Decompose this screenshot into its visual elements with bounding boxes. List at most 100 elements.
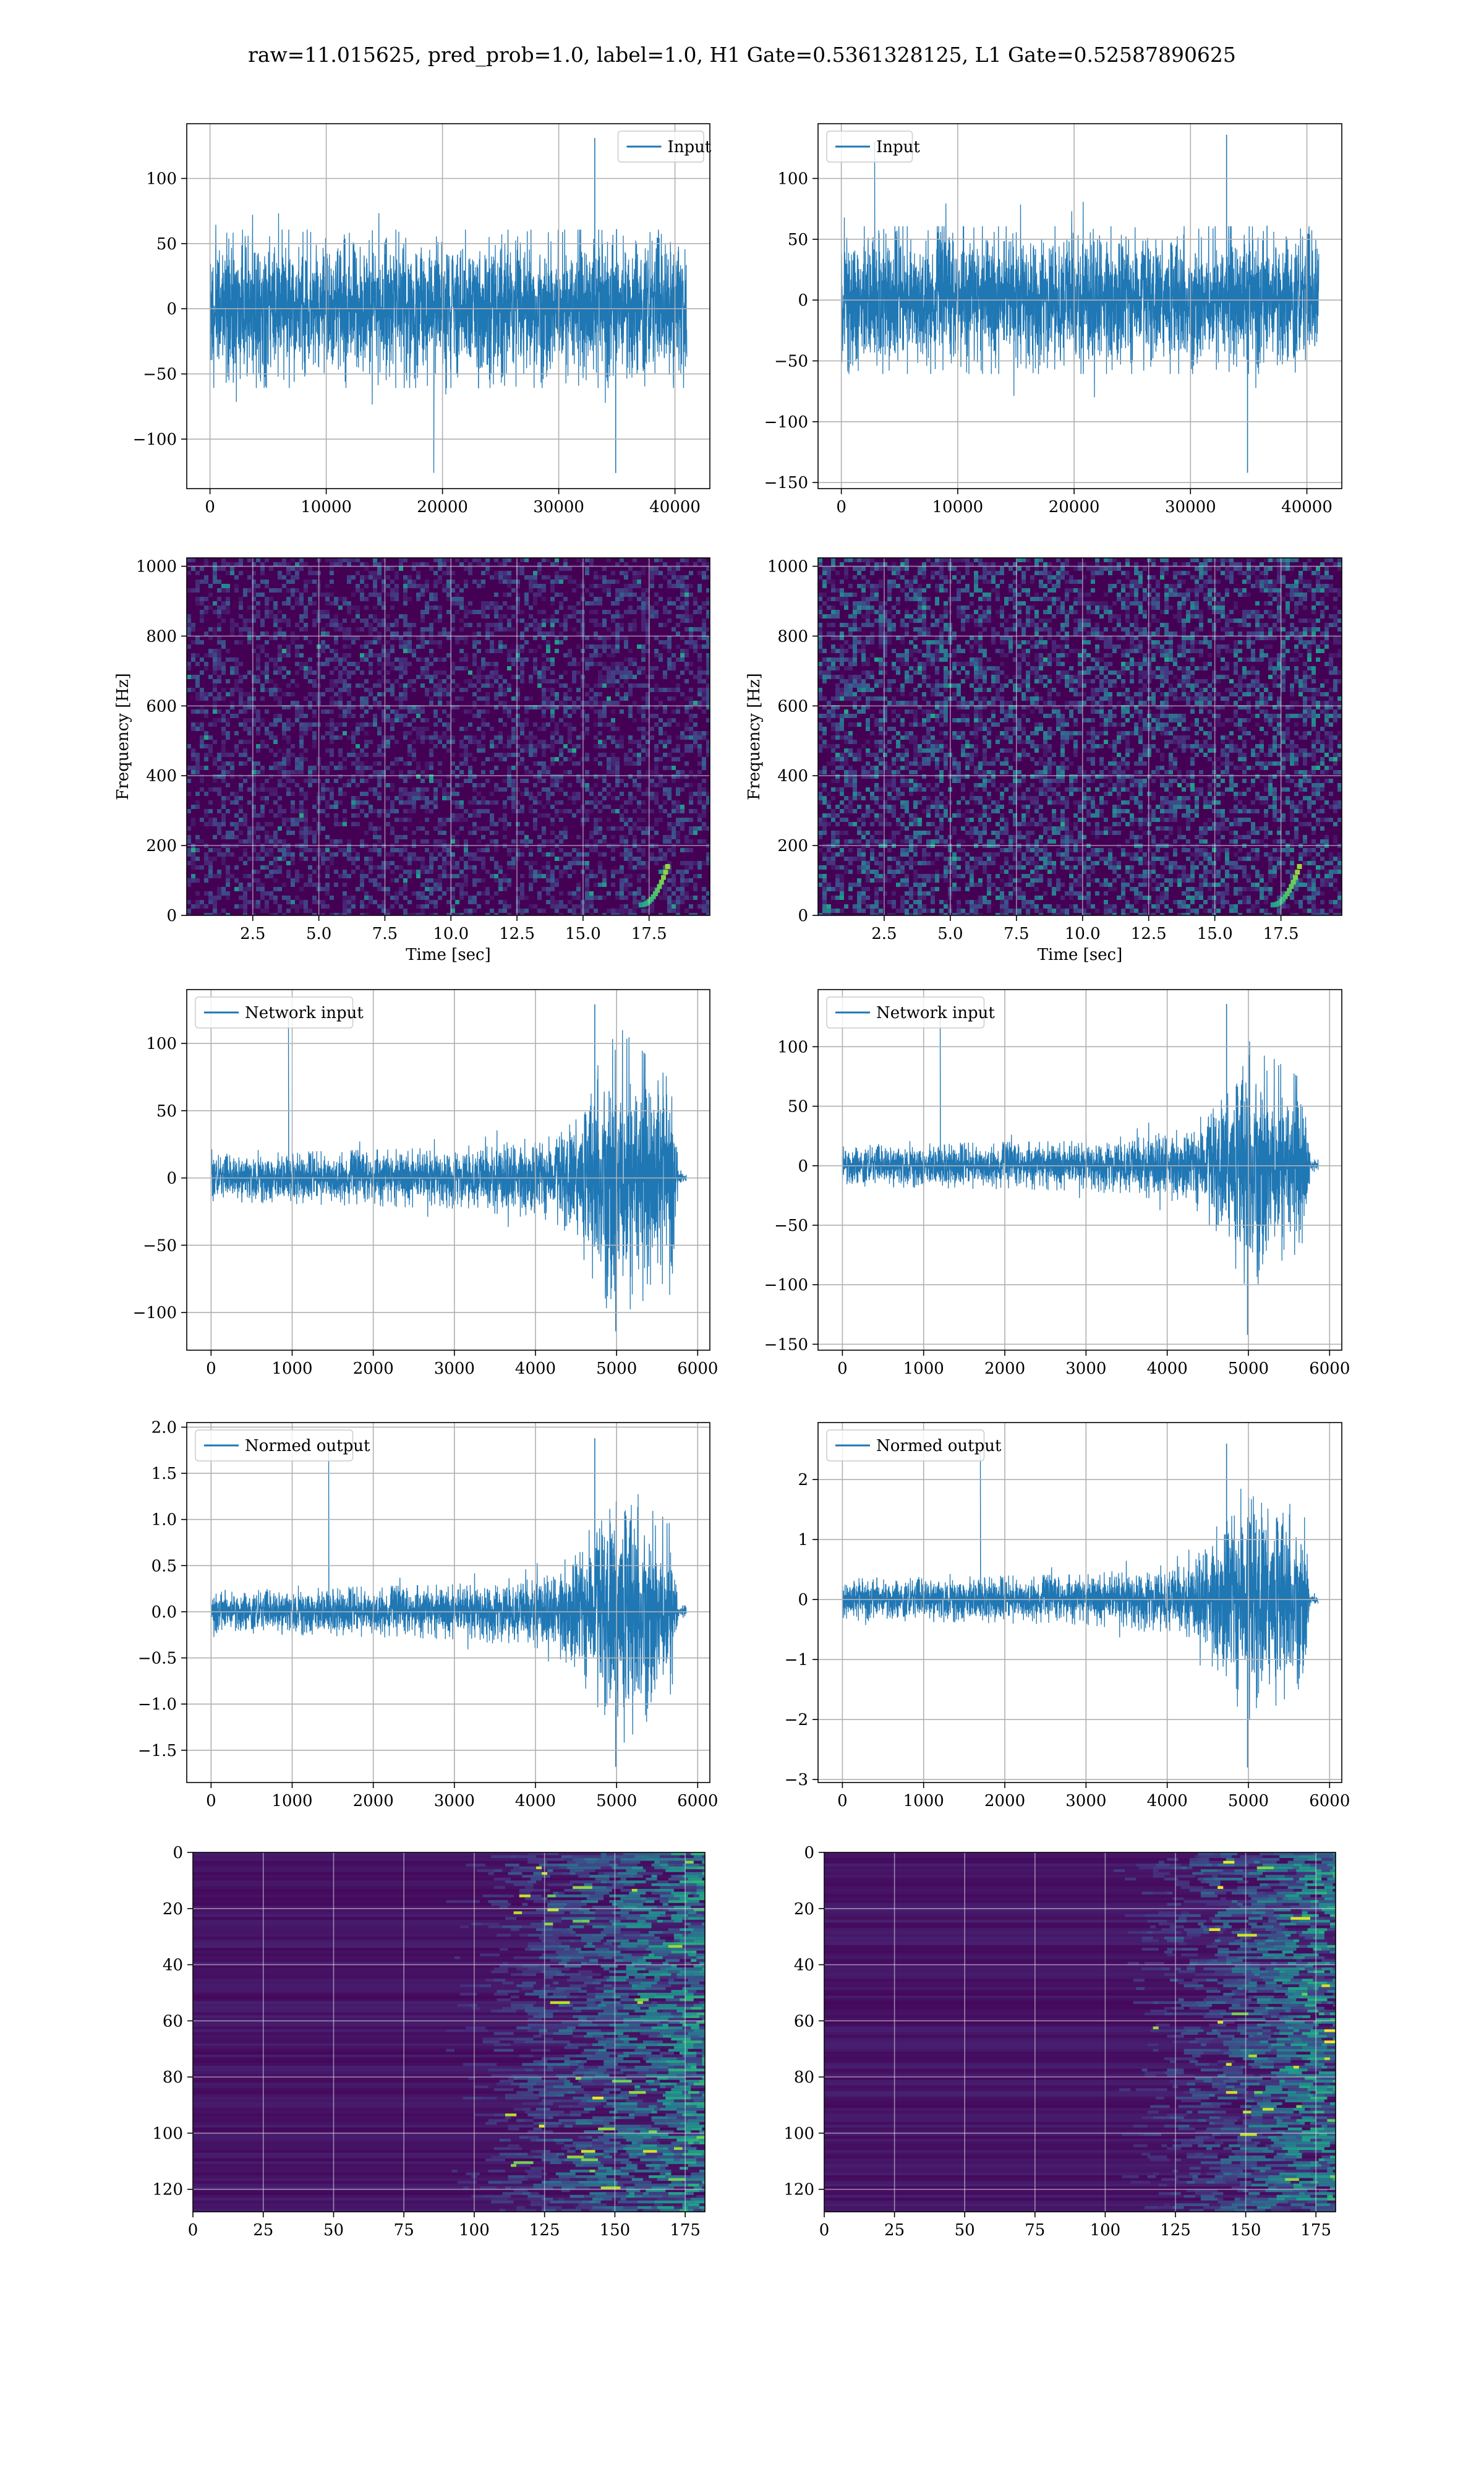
spectrogram-cell <box>615 623 620 627</box>
spectrogram-cell <box>356 753 360 757</box>
spectrogram-cell <box>1156 580 1160 584</box>
spectrogram-cell <box>416 597 420 601</box>
spectrogram-cell <box>594 826 598 831</box>
spectrogram-cell <box>200 779 204 783</box>
spectrogram-cell <box>377 679 382 683</box>
spectrogram-cell <box>654 683 659 688</box>
spectrogram-cell <box>286 900 291 904</box>
spectrogram-cell <box>260 766 265 770</box>
spectrogram-cell <box>939 558 944 562</box>
spectrogram-cell <box>291 692 295 696</box>
spectrogram-cell <box>472 813 477 818</box>
spectrogram-cell <box>939 567 944 571</box>
spectrogram-cell <box>529 675 533 679</box>
spectrogram-cell <box>550 900 555 904</box>
spectrogram-cell <box>689 818 693 822</box>
spectrogram-cell <box>412 792 416 796</box>
spectrogram-cell <box>905 571 909 575</box>
spectrogram-cell <box>494 692 498 696</box>
spectrogram-cell <box>572 857 576 861</box>
spectrogram-cell <box>308 571 312 575</box>
spectrogram-cell <box>243 727 247 731</box>
spectrogram-cell <box>555 900 559 904</box>
spectrogram-cell <box>524 657 529 662</box>
spectrogram-cell <box>559 718 563 722</box>
spectrogram-cell <box>680 818 684 822</box>
spectrogram-cell <box>247 900 252 904</box>
spectrogram-cell <box>667 649 672 653</box>
spectrogram-cell <box>399 874 403 878</box>
spectrogram-cell <box>633 839 637 844</box>
spectrogram-cell <box>382 606 386 610</box>
spectrogram-cell <box>386 567 390 571</box>
spectrogram-cell <box>529 874 533 878</box>
spectrogram-cell <box>706 909 710 913</box>
spectrogram-cell <box>650 580 654 584</box>
spectrogram-cell <box>282 631 286 636</box>
spectrogram-cell <box>295 874 299 878</box>
spectrogram-cell <box>351 558 356 562</box>
spectrogram-cell <box>598 883 602 887</box>
spectrogram-cell <box>364 779 369 783</box>
spectrogram-cell <box>620 662 624 666</box>
spectrogram-cell <box>477 839 481 844</box>
spectrogram-cell <box>1078 567 1082 571</box>
spectrogram-cell <box>195 601 200 606</box>
spectrogram-cell <box>295 670 299 675</box>
spectrogram-cell <box>641 567 646 571</box>
spectrogram-cell <box>663 896 667 900</box>
spectrogram-cell <box>646 705 650 709</box>
spectrogram-cell <box>641 852 646 857</box>
spectrogram-cell <box>247 774 252 779</box>
spectrogram-cell <box>650 735 654 740</box>
spectrogram-cell <box>520 839 524 844</box>
y-tick-label: 100 <box>777 170 808 189</box>
chirp-trace <box>663 870 668 875</box>
spectrogram-cell <box>697 761 702 766</box>
spectrogram-cell <box>1069 580 1073 584</box>
spectrogram-cell <box>633 584 637 588</box>
spectrogram-cell <box>589 584 594 588</box>
spectrogram-cell <box>706 731 710 735</box>
spectrogram-cell <box>278 857 282 861</box>
spectrogram-cell <box>650 900 654 904</box>
spectrogram-cell <box>689 636 693 640</box>
spectrogram-cell <box>620 666 624 670</box>
spectrogram-cell <box>537 870 542 874</box>
spectrogram-cell <box>568 649 572 653</box>
spectrogram-cell <box>680 787 684 792</box>
spectrogram-cell <box>641 593 646 597</box>
spectrogram-cell <box>221 644 226 649</box>
spectrogram-cell <box>256 727 260 731</box>
spectrogram-cell <box>459 688 464 692</box>
spectrogram-cell <box>299 709 304 714</box>
spectrogram-cell <box>252 709 256 714</box>
spectrogram-cell <box>611 601 615 606</box>
spectrogram-cell <box>646 623 650 627</box>
spectrogram-cell <box>494 783 498 787</box>
spectrogram-cell <box>1065 588 1069 593</box>
spectrogram-cell <box>1056 584 1060 588</box>
spectrogram-cell <box>226 848 230 852</box>
spectrogram-cell <box>498 606 503 610</box>
spectrogram-cell <box>1264 571 1268 575</box>
spectrogram-cell <box>191 688 195 692</box>
spectrogram-cell <box>273 865 278 870</box>
spectrogram-cell <box>477 580 481 584</box>
spectrogram-cell <box>697 826 702 831</box>
spectrogram-cell <box>208 848 213 852</box>
spectrogram-cell <box>282 852 286 857</box>
spectrogram-cell <box>234 800 239 805</box>
spectrogram-cell <box>650 779 654 783</box>
spectrogram-cell <box>321 614 325 618</box>
spectrogram-cell <box>295 822 299 826</box>
spectrogram-cell <box>477 675 481 679</box>
spectrogram-cell <box>394 848 399 852</box>
spectrogram-cell <box>633 683 637 688</box>
spectrogram-cell <box>637 783 641 787</box>
spectrogram-cell <box>637 857 641 861</box>
spectrogram-cell <box>412 805 416 809</box>
spectrogram-cell <box>416 727 420 731</box>
spectrogram-cell <box>269 567 273 571</box>
spectrogram-cell <box>217 623 221 627</box>
